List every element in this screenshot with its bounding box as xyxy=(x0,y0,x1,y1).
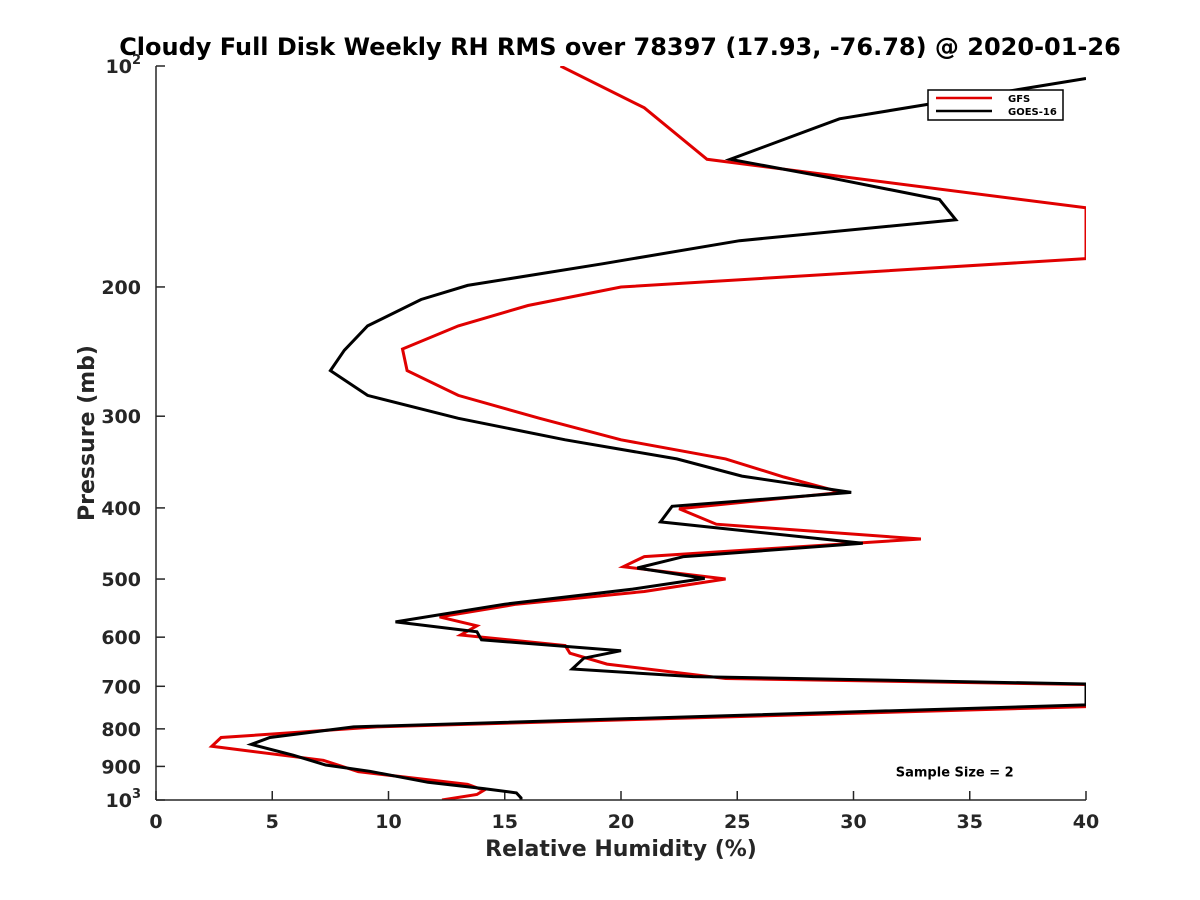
x-tick-label: 10 xyxy=(375,811,401,833)
plot-background xyxy=(156,66,1086,800)
chart-title: Cloudy Full Disk Weekly RH RMS over 7839… xyxy=(119,33,1121,61)
y-tick-label-exponent: 3 xyxy=(132,787,141,802)
sample-size-annotation: Sample Size = 2 xyxy=(896,766,1014,781)
y-tick-label: 300 xyxy=(101,406,141,428)
x-tick-label: 25 xyxy=(724,811,750,833)
x-axis-ticks: 0 5 10 15 20 25 30 35 40 xyxy=(149,791,1099,833)
plot-area: 0 5 10 15 20 25 30 35 40 10220030040050060070080… xyxy=(101,53,1099,833)
x-tick-label: 40 xyxy=(1073,811,1099,833)
legend: GFS GOES-16 xyxy=(927,89,1064,121)
x-tick-label: 5 xyxy=(266,811,279,833)
y-tick-label-exponent: 2 xyxy=(132,53,141,68)
series-line-goes-16 xyxy=(246,77,1086,800)
y-tick-label: 103 xyxy=(106,787,142,812)
series-lines xyxy=(208,66,1086,800)
x-tick-label: 20 xyxy=(608,811,634,833)
y-axis-label: Pressure (mb) xyxy=(75,345,100,521)
x-tick-label: 35 xyxy=(957,811,983,833)
y-tick-label: 900 xyxy=(101,756,141,778)
y-tick-label-base: 10 xyxy=(106,790,132,812)
y-tick-label: 400 xyxy=(101,498,141,520)
y-tick-label: 800 xyxy=(101,719,141,741)
x-tick-label: 0 xyxy=(149,811,162,833)
y-tick-label: 700 xyxy=(101,676,141,698)
legend-box xyxy=(927,89,1064,121)
y-tick-label: 200 xyxy=(101,277,141,299)
y-tick-label-base: 10 xyxy=(106,56,132,78)
y-tick-label: 102 xyxy=(106,53,142,78)
x-tick-label: 30 xyxy=(840,811,866,833)
y-tick-label: 500 xyxy=(101,569,141,591)
legend-label: GOES-16 xyxy=(1008,107,1057,118)
x-axis-label: Relative Humidity (%) xyxy=(485,837,757,862)
x-tick-label: 15 xyxy=(492,811,518,833)
y-tick-label: 600 xyxy=(101,627,141,649)
legend-label: GFS xyxy=(1008,94,1030,105)
